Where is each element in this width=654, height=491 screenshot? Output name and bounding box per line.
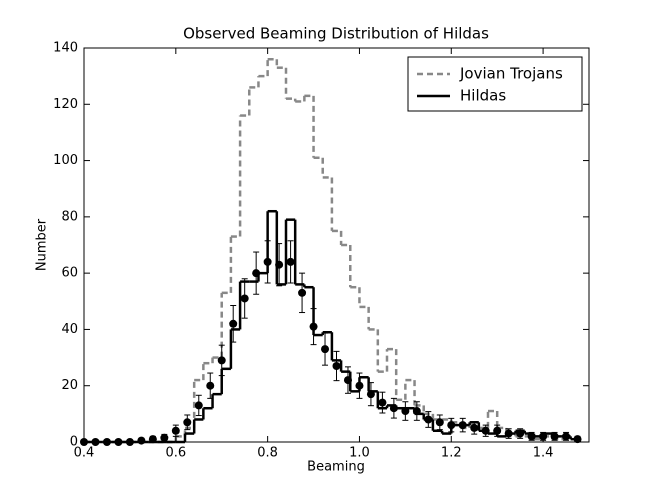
data-point	[229, 319, 238, 328]
data-point	[447, 421, 456, 430]
data-point	[148, 435, 157, 444]
data-point	[332, 362, 341, 371]
data-point	[298, 288, 307, 297]
data-point	[562, 432, 571, 441]
data-point	[263, 257, 272, 266]
data-point	[550, 432, 559, 441]
data-point	[366, 390, 375, 399]
y-tick-label: 0	[70, 435, 78, 450]
data-point	[458, 421, 467, 430]
x-tick-label: 1.4	[533, 446, 554, 461]
data-point	[435, 418, 444, 427]
x-tick-label: 1.0	[349, 446, 370, 461]
data-point	[137, 436, 146, 445]
data-point	[355, 381, 364, 390]
x-tick-label: 1.2	[441, 446, 462, 461]
data-point	[493, 426, 502, 435]
y-axis-label: Number	[35, 218, 50, 271]
data-point	[275, 260, 284, 269]
data-point	[183, 418, 192, 427]
data-point	[401, 407, 410, 416]
y-tick-label: 100	[53, 153, 78, 168]
data-point	[252, 269, 261, 278]
legend-label: Hildas	[460, 87, 506, 105]
data-point	[206, 381, 215, 390]
data-point	[389, 404, 398, 413]
data-point	[160, 433, 169, 442]
data-point	[194, 401, 203, 410]
data-point	[217, 356, 226, 365]
plot-frame	[83, 47, 590, 443]
data-point	[378, 398, 387, 407]
x-axis-label: Beaming	[307, 460, 365, 475]
data-point	[481, 426, 490, 435]
data-point	[321, 345, 330, 354]
data-point	[470, 423, 479, 432]
data-point	[412, 407, 421, 416]
y-tick-label: 40	[61, 322, 78, 337]
y-tick-label: 120	[53, 97, 78, 112]
legend-label: Jovian Trojans	[459, 65, 563, 83]
data-point	[309, 322, 318, 331]
data-point	[424, 415, 433, 424]
data-point	[527, 432, 536, 441]
y-tick-label: 140	[53, 41, 78, 56]
x-tick-label: 0.4	[74, 446, 95, 461]
data-point	[286, 257, 295, 266]
data-point	[516, 429, 525, 438]
data-point	[504, 429, 513, 438]
data-point	[573, 435, 582, 444]
legend-box	[407, 56, 583, 112]
data-point	[240, 294, 249, 303]
data-point	[343, 376, 352, 385]
y-tick-label: 80	[61, 209, 78, 224]
x-tick-label: 0.8	[257, 446, 278, 461]
data-point	[171, 426, 180, 435]
chart-title: Observed Beaming Distribution of Hildas	[183, 25, 489, 43]
x-tick-label: 0.6	[165, 446, 186, 461]
y-tick-label: 20	[61, 378, 78, 393]
y-tick-label: 60	[61, 266, 78, 281]
